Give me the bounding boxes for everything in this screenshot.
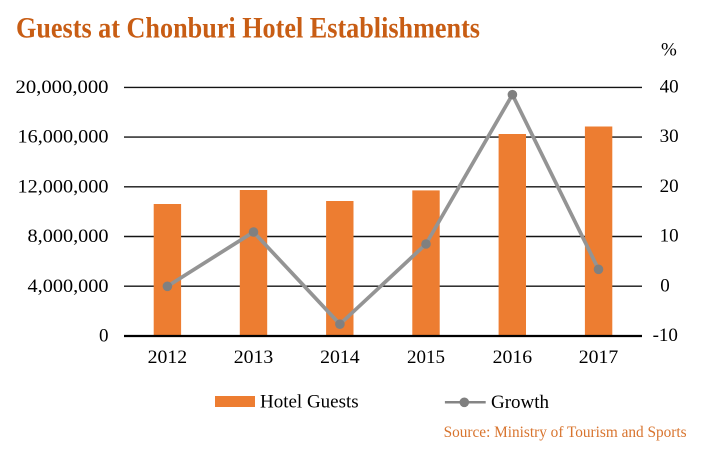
svg-text:20,000,000: 20,000,000 — [16, 77, 109, 98]
svg-text:Source: Ministry of Tourism an: Source: Ministry of Tourism and Sports — [444, 424, 687, 441]
svg-text:Hotel Guests: Hotel Guests — [260, 392, 359, 413]
svg-text:Growth: Growth — [491, 392, 550, 413]
svg-text:0: 0 — [99, 326, 109, 347]
svg-text:Guests at Chonburi Hotel Estab: Guests at Chonburi Hotel Establishments — [16, 13, 480, 45]
svg-text:%: % — [661, 39, 677, 60]
svg-text:12,000,000: 12,000,000 — [18, 176, 109, 197]
svg-text:0: 0 — [660, 275, 670, 296]
svg-text:2016: 2016 — [493, 347, 533, 368]
svg-text:2014: 2014 — [320, 347, 360, 368]
svg-text:2012: 2012 — [148, 347, 188, 368]
svg-text:2013: 2013 — [234, 347, 274, 368]
svg-text:10: 10 — [660, 226, 679, 247]
svg-text:8,000,000: 8,000,000 — [28, 226, 109, 247]
svg-text:2015: 2015 — [407, 347, 445, 368]
svg-text:2017: 2017 — [579, 347, 619, 368]
svg-text:16,000,000: 16,000,000 — [18, 127, 109, 148]
svg-text:30: 30 — [660, 126, 679, 147]
svg-text:20: 20 — [660, 176, 679, 197]
svg-text:-10: -10 — [653, 325, 678, 346]
svg-text:40: 40 — [660, 77, 679, 98]
svg-text:4,000,000: 4,000,000 — [28, 276, 109, 297]
